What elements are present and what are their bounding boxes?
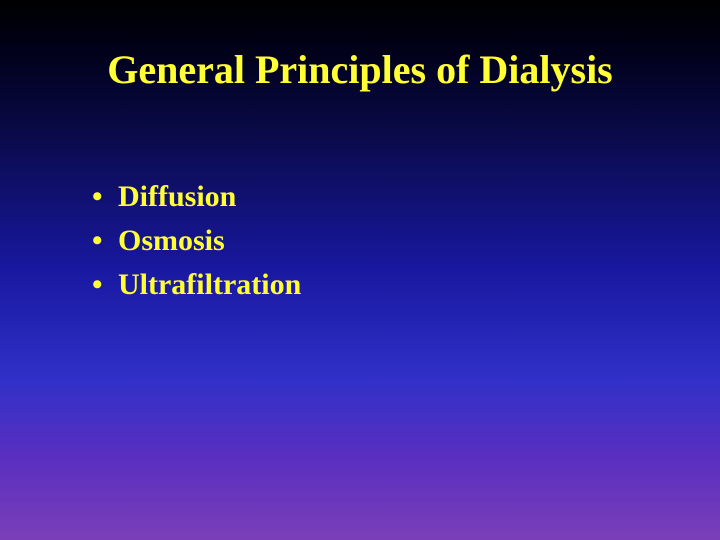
slide: General Principles of Dialysis • Diffusi…: [0, 0, 720, 540]
bullet-icon: •: [92, 220, 118, 262]
bullet-text: Osmosis: [118, 220, 225, 262]
bullet-text: Ultrafiltration: [118, 264, 301, 306]
bullet-list: • Diffusion • Osmosis • Ultrafiltration: [92, 176, 301, 308]
list-item: • Diffusion: [92, 176, 301, 218]
list-item: • Ultrafiltration: [92, 264, 301, 306]
list-item: • Osmosis: [92, 220, 301, 262]
slide-title: General Principles of Dialysis: [0, 46, 720, 93]
bullet-text: Diffusion: [118, 176, 236, 218]
bullet-icon: •: [92, 264, 118, 306]
bullet-icon: •: [92, 176, 118, 218]
